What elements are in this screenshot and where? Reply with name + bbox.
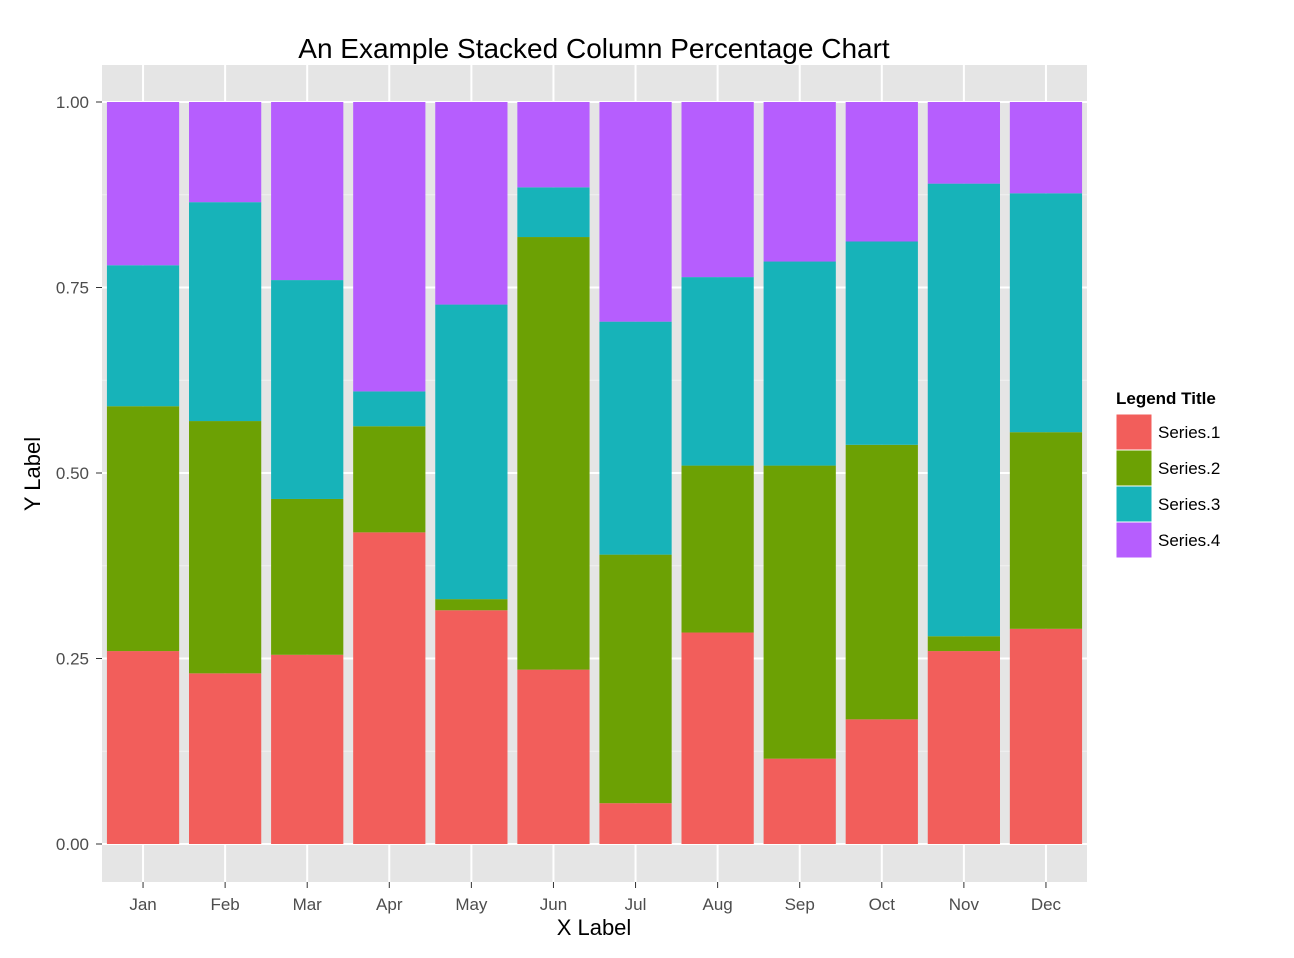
bar-segment-sep-series-3	[763, 261, 836, 466]
bar-segment-aug-series-1	[681, 632, 754, 844]
bar-segment-may-series-2	[435, 599, 508, 611]
bar-segment-sep-series-2	[763, 465, 836, 759]
bar-segment-jan-series-4	[106, 102, 180, 266]
bar-segment-aug-series-3	[681, 277, 754, 466]
legend-label-series-1: Series.1	[1158, 423, 1220, 442]
bar-segment-dec-series-3	[1009, 193, 1083, 433]
bar-segment-jun-series-2	[517, 237, 590, 670]
legend-label-series-4: Series.4	[1158, 531, 1220, 550]
bar-segment-sep-series-1	[763, 758, 836, 844]
x-tick-label: Dec	[1031, 895, 1062, 914]
bar-segment-feb-series-1	[189, 673, 262, 844]
legend-key-series-1	[1115, 413, 1153, 451]
bar-segment-dec-series-1	[1009, 628, 1083, 844]
bar-segment-oct-series-2	[845, 444, 918, 720]
legend-label-series-3: Series.3	[1158, 495, 1220, 514]
x-tick-label: Sep	[785, 895, 815, 914]
bar-segment-aug-series-4	[681, 102, 754, 278]
x-tick-label: May	[455, 895, 488, 914]
x-tick-label: Jul	[625, 895, 647, 914]
bar-segment-jan-series-3	[106, 265, 180, 407]
bar-segment-apr-series-2	[353, 426, 426, 533]
bar-segment-may-series-3	[435, 304, 508, 600]
x-tick-label: Nov	[949, 895, 980, 914]
bar-segment-mar-series-2	[271, 498, 344, 655]
legend-title: Legend Title	[1116, 389, 1216, 408]
bar-segment-nov-series-1	[927, 651, 1000, 844]
bar-segment-feb-series-3	[189, 202, 262, 422]
bar-segment-oct-series-3	[845, 241, 918, 445]
x-tick-label: Apr	[376, 895, 403, 914]
y-tick-label: 0.00	[56, 835, 89, 854]
y-axis-title: Y Label	[20, 437, 45, 511]
x-axis-title: X Label	[557, 915, 632, 940]
bar-segment-jan-series-2	[106, 406, 180, 652]
bar-segment-jun-series-3	[517, 187, 590, 238]
bar-segment-mar-series-3	[271, 280, 344, 499]
bar-segment-dec-series-2	[1009, 432, 1083, 629]
x-tick-label: Feb	[210, 895, 239, 914]
bar-segment-apr-series-3	[353, 391, 426, 427]
bar-segment-apr-series-4	[353, 102, 426, 392]
bar-segment-jul-series-2	[599, 554, 672, 804]
bar-segment-mar-series-1	[271, 654, 344, 844]
bar-segment-jan-series-1	[106, 651, 180, 844]
x-tick-label: Mar	[293, 895, 323, 914]
y-tick-label: 0.50	[56, 464, 89, 483]
x-tick-label: Jan	[129, 895, 156, 914]
legend-key-series-2	[1115, 449, 1153, 487]
bar-segment-nov-series-3	[927, 183, 1000, 637]
bar-segment-jun-series-4	[517, 102, 590, 188]
bar-segment-feb-series-4	[189, 102, 262, 203]
x-axis-ticks: Jan Feb Mar Apr May Jun Jul Aug Sep Oct Nov Dec	[129, 882, 1062, 914]
x-tick-label: Aug	[703, 895, 733, 914]
bar-segment-jun-series-1	[517, 669, 590, 844]
bar-segment-oct-series-1	[845, 719, 918, 844]
y-tick-label: 0.75	[56, 279, 89, 298]
y-tick-label: 1.00	[56, 93, 89, 112]
chart-title: An Example Stacked Column Percentage Cha…	[298, 33, 890, 64]
bar-segment-nov-series-2	[927, 636, 1000, 652]
bar-segment-nov-series-4	[927, 102, 1000, 184]
bar-segment-jul-series-4	[599, 102, 672, 322]
legend-key-series-3	[1115, 485, 1153, 523]
y-axis-ticks: 0.00 0.25 0.50 0.75 1.00	[56, 93, 102, 854]
legend-key-series-4	[1115, 521, 1153, 559]
x-tick-label: Oct	[869, 895, 896, 914]
bar-segment-aug-series-2	[681, 465, 754, 633]
bar-segment-feb-series-2	[189, 421, 262, 674]
bar-segment-oct-series-4	[845, 102, 918, 242]
bar-segment-may-series-4	[435, 102, 508, 305]
bars	[106, 102, 1083, 844]
bar-segment-apr-series-1	[353, 532, 426, 844]
y-tick-label: 0.25	[56, 650, 89, 669]
bar-segment-mar-series-4	[271, 102, 344, 281]
x-tick-label: Jun	[540, 895, 567, 914]
bar-segment-may-series-1	[435, 610, 508, 844]
bar-segment-sep-series-4	[763, 102, 836, 262]
bar-segment-dec-series-4	[1009, 102, 1083, 194]
legend-label-series-2: Series.2	[1158, 459, 1220, 478]
bar-segment-jul-series-3	[599, 321, 672, 555]
legend: Legend Title Series.1 Series.2 Series.3 Ser…	[1115, 389, 1220, 559]
bar-segment-jul-series-1	[599, 803, 672, 844]
